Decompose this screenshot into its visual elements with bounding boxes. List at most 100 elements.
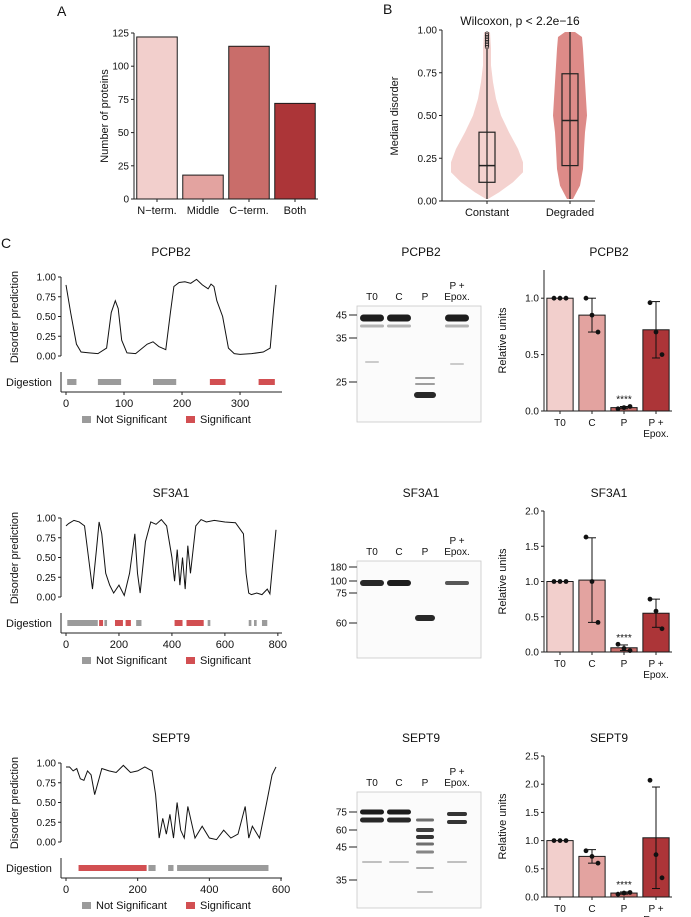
bar <box>274 102 316 200</box>
disorder-trace <box>65 278 277 355</box>
digestion-segment-significant <box>78 865 147 871</box>
digestion-segment-not-significant <box>168 865 174 871</box>
bar-chart-proteins: 0 25 50 75 100 125 Number of proteins N−term. Mi… <box>99 29 318 217</box>
digestion-segment-not-significant <box>67 379 77 385</box>
digestion-label: Digestion <box>6 863 52 875</box>
bar <box>546 297 574 412</box>
significance-stars: **** <box>616 880 632 891</box>
digestion-label: Digestion <box>6 377 52 389</box>
blot-marker-label: 25 <box>336 378 348 389</box>
x-tick-label: T0 <box>554 418 566 429</box>
y-tick-label: 0.75 <box>418 68 438 79</box>
bar-title: SEPT9 <box>590 731 628 745</box>
disorder-title: SEPT9 <box>152 731 190 745</box>
data-point <box>621 890 627 896</box>
blot-band <box>387 324 411 328</box>
blot-marker-label: 45 <box>336 843 348 854</box>
y-tick-label: 0.50 <box>37 553 57 564</box>
data-point <box>589 579 595 584</box>
data-point <box>621 646 627 651</box>
y-tick-label: 1.0 <box>525 577 539 588</box>
data-point <box>659 875 665 881</box>
data-point <box>615 641 621 647</box>
y-axis-title: Median disorder <box>389 76 401 155</box>
blot-band <box>360 817 384 823</box>
legend-swatch-significant <box>186 657 195 664</box>
bar <box>546 840 574 898</box>
y-tick-label: 0.75 <box>37 533 57 544</box>
y-tick-label: 2.0 <box>525 507 539 518</box>
blot-lane-label: C <box>395 547 402 558</box>
y-tick-label: 2.5 <box>525 752 539 763</box>
box-body <box>478 131 496 183</box>
blot-lane-label-1: P + <box>449 281 464 292</box>
y-tick-label: 1.00 <box>37 273 57 284</box>
y-axis-title: Disorder prediction <box>9 271 21 363</box>
x-tick-label: 100 <box>115 398 133 410</box>
digestion-segment-significant <box>186 620 204 626</box>
blot-membrane <box>356 305 482 423</box>
x-tick-label: C <box>588 418 595 429</box>
x-tick-label: 600 <box>216 639 234 651</box>
x-tick-label: 0 <box>63 884 69 896</box>
panel-label-c: C <box>1 235 11 251</box>
blot-lane-label-1: P + <box>449 536 464 547</box>
digestion-segment-significant <box>174 620 183 626</box>
disorder-trace <box>65 518 277 597</box>
y-tick-label: 1.00 <box>418 26 438 37</box>
data-point <box>621 405 627 411</box>
x-tick-label: P <box>621 418 628 429</box>
digestion-segment-significant <box>99 620 104 626</box>
data-point <box>595 329 601 335</box>
data-point <box>647 596 653 602</box>
blot-band <box>416 835 434 839</box>
legend-swatch-significant <box>186 416 195 423</box>
x-tick-label: N−term. <box>137 205 176 217</box>
digestion-segment-not-significant <box>67 620 98 626</box>
y-tick-label: 1.0 <box>525 294 539 305</box>
legend-label-not-significant: Not Significant <box>96 414 167 426</box>
x-tick-label: 0 <box>63 398 69 410</box>
blot-band <box>447 861 467 863</box>
panel-label-b: B <box>383 1 392 17</box>
digestion-segment-not-significant <box>104 620 108 626</box>
x-tick-label: C <box>588 904 595 915</box>
blot-marker-label: 75 <box>336 589 348 600</box>
blot-marker-label: 35 <box>336 876 348 887</box>
data-point <box>551 295 557 301</box>
blot-marker-label: 75 <box>336 808 348 819</box>
data-point <box>647 777 653 783</box>
y-tick-label: 0.75 <box>37 292 57 303</box>
blot-band <box>360 314 384 322</box>
data-point <box>557 295 563 301</box>
box-body <box>561 73 579 167</box>
data-point <box>589 853 595 859</box>
blot-band <box>365 361 379 363</box>
blot-lane-label: T0 <box>366 292 378 303</box>
data-point <box>653 608 659 614</box>
x-tick-label: 200 <box>173 398 191 410</box>
blot-lane-label-1: P + <box>449 767 464 778</box>
y-tick-label: 50 <box>118 128 130 139</box>
blot-band <box>360 809 384 815</box>
x-tick-label: 400 <box>200 884 218 896</box>
x-tick-label: Degraded <box>546 207 594 219</box>
data-point <box>583 534 589 540</box>
y-axis-title: Relative units <box>497 548 509 615</box>
y-tick-label: 0.0 <box>525 648 539 659</box>
bar <box>546 581 574 653</box>
blot-marker-label: 45 <box>336 311 348 322</box>
x-tick-label: T0 <box>554 904 566 915</box>
blot-band <box>416 828 434 832</box>
data-point <box>647 300 653 306</box>
significance-stars: **** <box>616 633 632 644</box>
y-tick-label: 100 <box>112 62 129 73</box>
bar <box>228 45 270 200</box>
data-point <box>583 848 589 854</box>
blot-band <box>389 861 409 863</box>
blot-marker-label: 35 <box>336 334 348 345</box>
outlier-point <box>484 31 490 36</box>
x-tick-label: P <box>621 659 628 670</box>
